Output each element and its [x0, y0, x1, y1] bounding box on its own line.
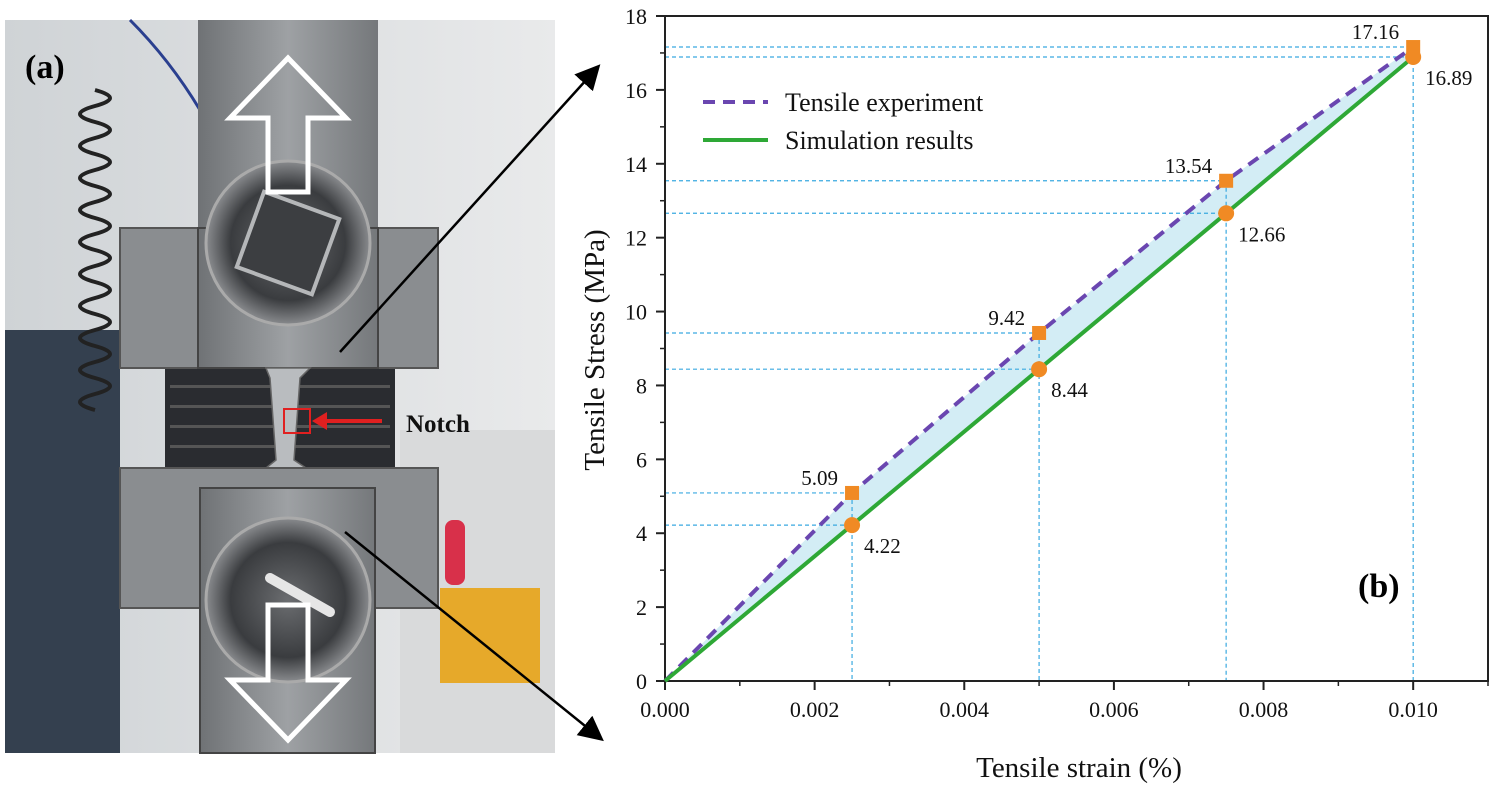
experiment-square-marker	[1032, 325, 1047, 340]
experiment-data-label: 9.42	[988, 306, 1025, 330]
x-tick-label: 0.004	[940, 697, 990, 722]
y-tick-label: 6	[636, 447, 647, 472]
x-tick-label: 0.008	[1239, 697, 1289, 722]
simulation-circle-marker	[1218, 205, 1235, 222]
panel-a-label: (a)	[25, 49, 65, 86]
x-tick-label: 0.000	[640, 697, 690, 722]
simulation-circle-marker	[1405, 49, 1422, 66]
stress-strain-chart: 0.000 0.002 0.004 0.006 0.008 0.010 0 2 4 6 8 10 12 1…	[579, 4, 1489, 784]
connector-arrow-top	[339, 64, 601, 353]
arrow-down-icon	[224, 602, 352, 744]
legend: Tensile experiment Simulation results	[703, 88, 984, 155]
experiment-data-label: 13.54	[1165, 154, 1213, 178]
notch-arrowhead	[312, 412, 327, 430]
y-tick-label: 4	[636, 521, 647, 546]
simulation-circle-marker	[1031, 361, 1048, 378]
y-tick-label: 2	[636, 595, 647, 620]
notch-box	[283, 408, 311, 434]
x-axis-label: Tensile strain (%)	[976, 752, 1182, 784]
y-axis-label: Tensile Stress (MPa)	[579, 229, 611, 470]
y-tick-label: 0	[636, 669, 647, 694]
legend-experiment-label: Tensile experiment	[785, 88, 984, 117]
y-tick-label: 10	[625, 300, 647, 325]
simulation-data-label: 16.89	[1425, 66, 1472, 90]
guide-lines	[665, 46, 1414, 681]
coiled-cable	[78, 88, 112, 412]
simulation-data-label: 8.44	[1051, 378, 1088, 402]
red-button	[445, 520, 465, 585]
arrow-up-icon	[224, 54, 352, 195]
simulation-circle-marker	[844, 517, 861, 534]
experiment-square-marker	[1219, 173, 1234, 188]
y-tick-label: 8	[636, 373, 647, 398]
y-tick-label: 18	[625, 4, 647, 29]
x-tick-label: 0.002	[790, 697, 840, 722]
data-markers	[844, 40, 1422, 534]
tick-labels: 0.000 0.002 0.004 0.006 0.008 0.010 0 2 4 6 8 10 12 1…	[625, 4, 1438, 722]
connector-arrow-bottom	[344, 531, 604, 742]
panel-b-label: (b)	[1358, 568, 1400, 605]
data-labels: 5.09 9.42 13.54 17.16 4.22 8.44 12.66 16.89	[801, 20, 1472, 558]
blue-cable	[128, 18, 202, 111]
panel-a-photo: Notch (a)	[5, 18, 555, 754]
x-tick-label: 0.006	[1089, 697, 1139, 722]
y-tick-label: 12	[625, 226, 647, 251]
x-tick-label: 0.010	[1388, 697, 1438, 722]
dark-panel-left	[5, 330, 120, 753]
experiment-data-label: 5.09	[801, 466, 838, 490]
y-tick-label: 16	[625, 78, 647, 103]
legend-simulation-label: Simulation results	[785, 126, 974, 155]
yellow-box	[440, 588, 540, 683]
experiment-data-label: 17.16	[1352, 20, 1399, 44]
notch-label: Notch	[406, 411, 470, 438]
simulation-data-label: 12.66	[1238, 222, 1285, 246]
axes	[656, 15, 1489, 690]
lower-grip	[119, 467, 439, 754]
experiment-square-marker	[845, 485, 860, 500]
y-tick-label: 14	[625, 152, 647, 177]
simulation-data-label: 4.22	[864, 534, 901, 558]
